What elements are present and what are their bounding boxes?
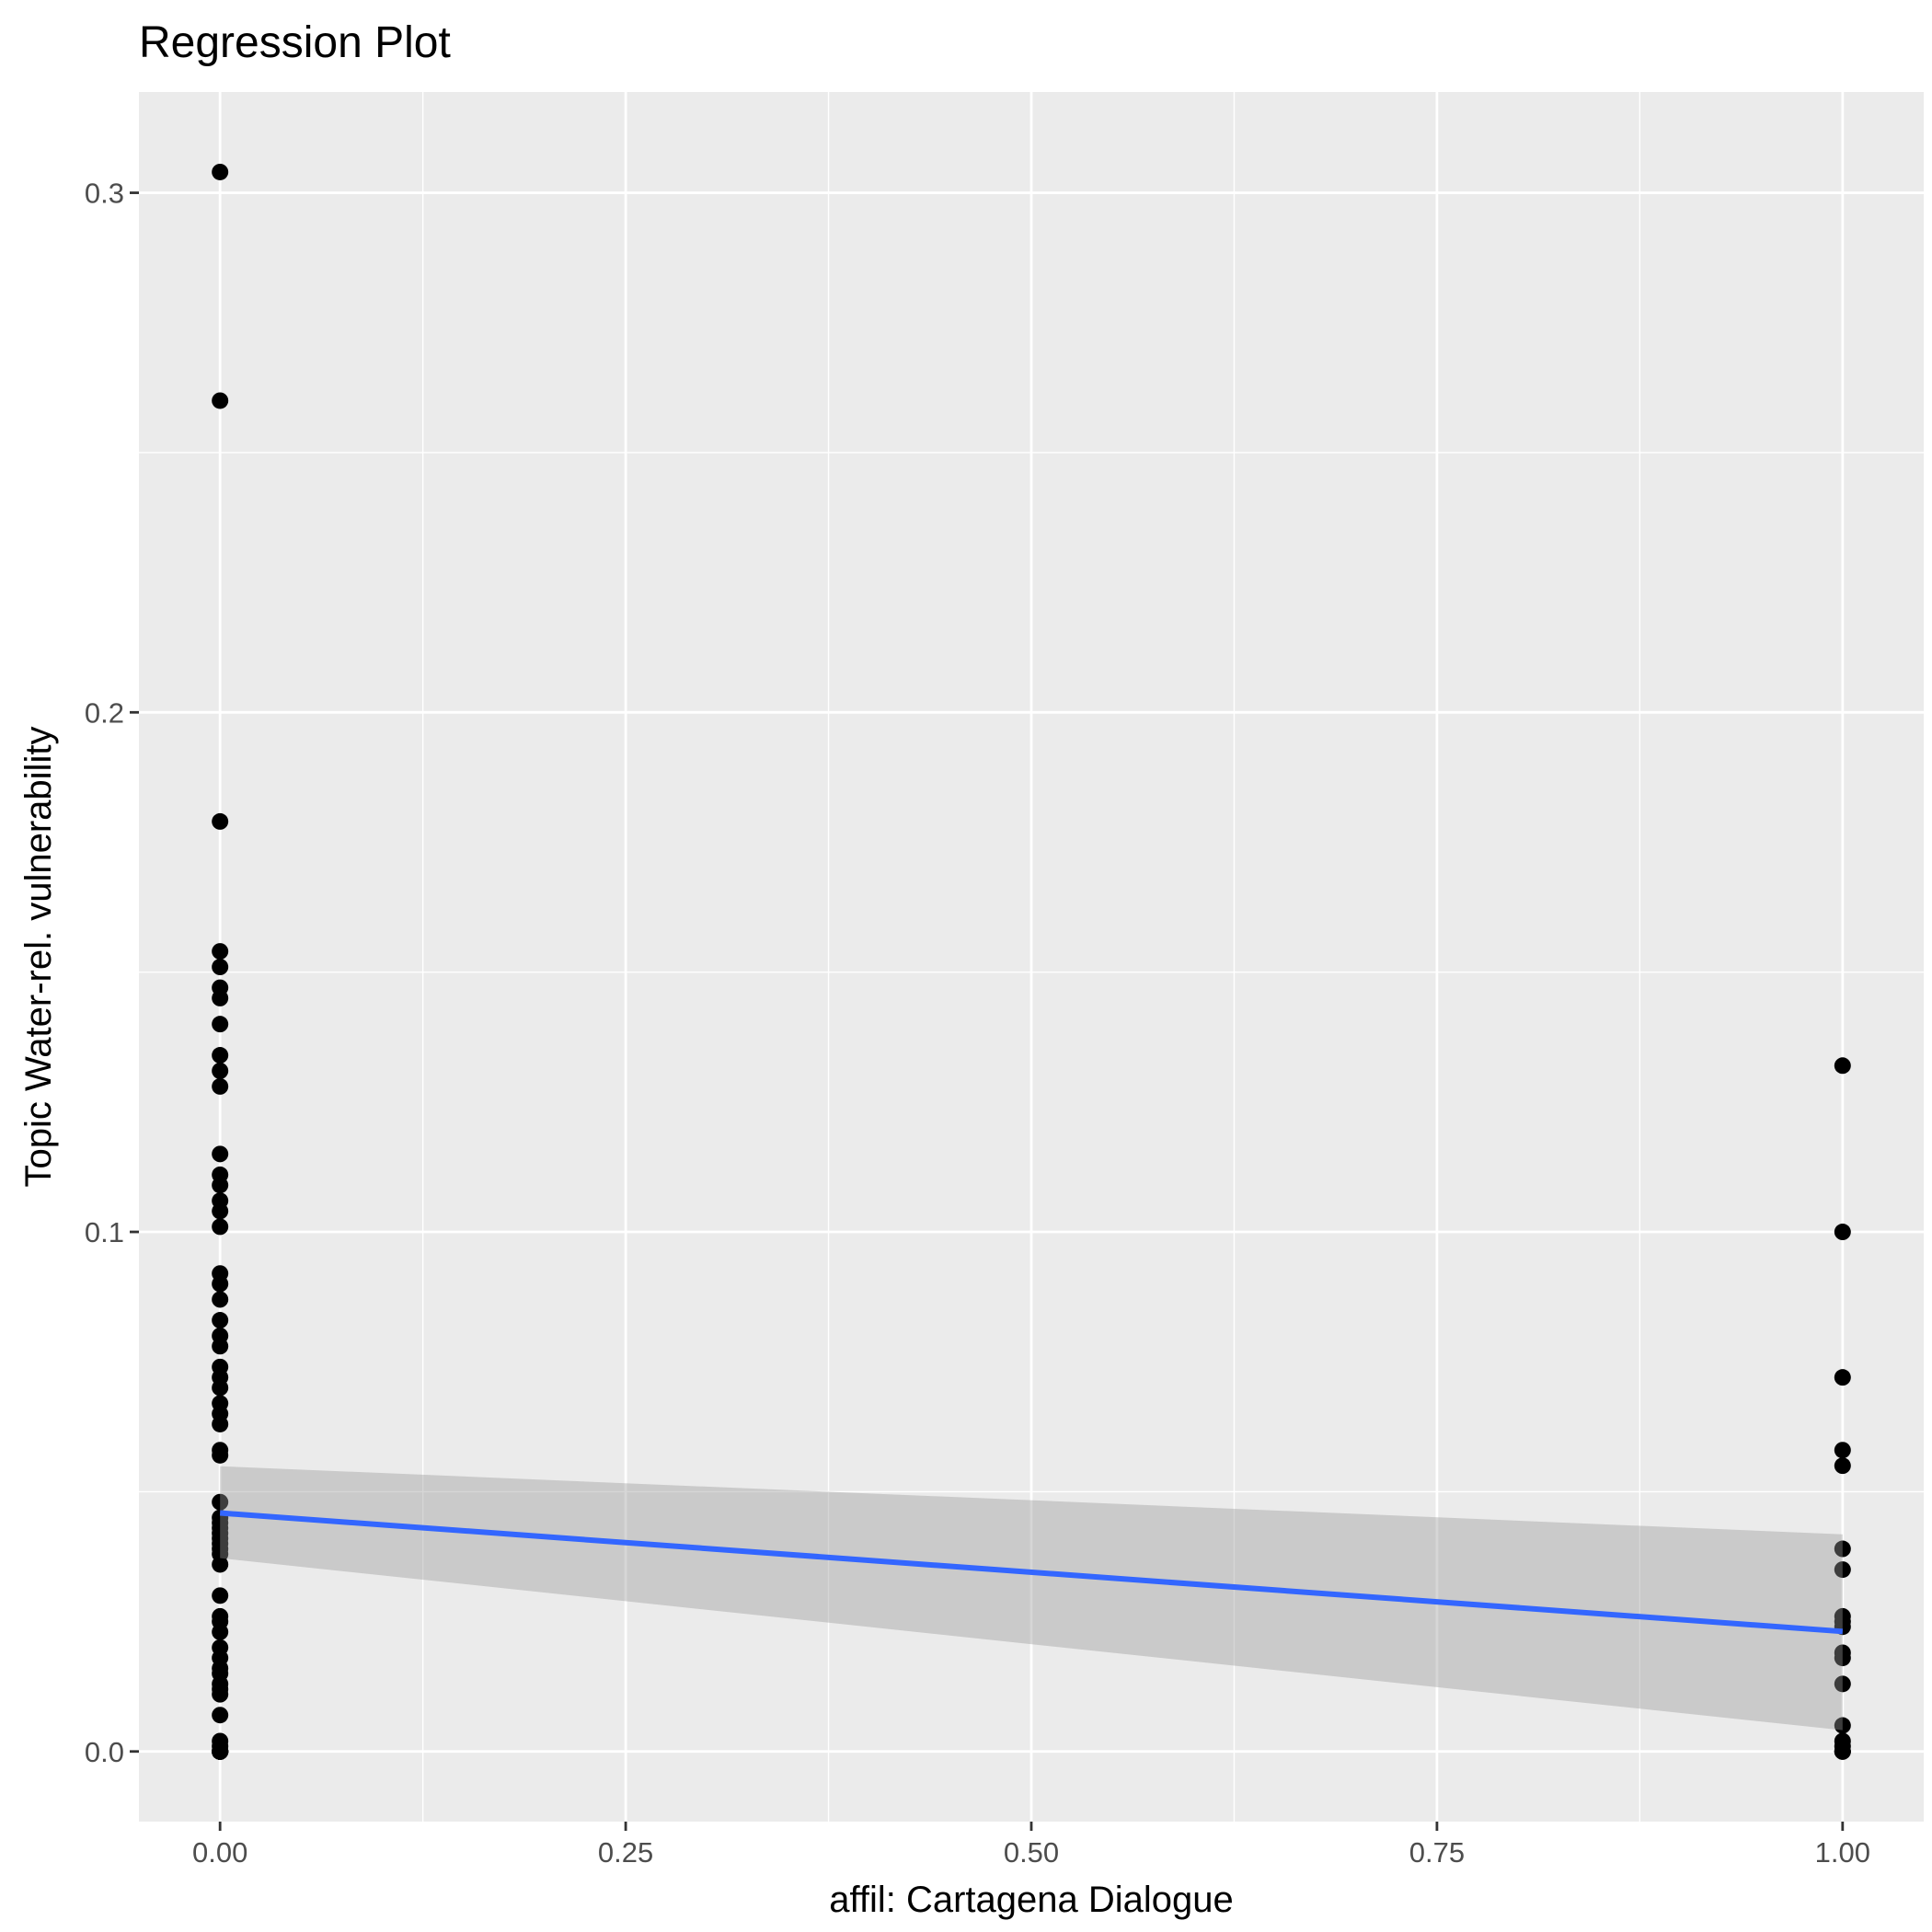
x-axis-title: affil: Cartagena Dialogue xyxy=(829,1880,1234,1920)
data-point xyxy=(1834,1675,1851,1693)
data-point xyxy=(212,1202,229,1220)
data-point xyxy=(1834,1540,1851,1558)
confidence-band xyxy=(220,1466,1843,1731)
data-point xyxy=(212,1062,229,1079)
data-point xyxy=(212,1177,229,1194)
data-point xyxy=(212,943,229,960)
data-point xyxy=(212,163,229,180)
data-point xyxy=(212,1446,229,1464)
fit-line-group xyxy=(219,1510,1844,1635)
x-tick-label: 0.75 xyxy=(1409,1836,1465,1869)
data-point xyxy=(212,1415,229,1432)
data-point xyxy=(212,1077,229,1095)
data-point xyxy=(1834,1369,1851,1386)
y-tick-label: 0.3 xyxy=(85,178,124,210)
data-point xyxy=(212,1493,229,1511)
data-point xyxy=(212,1685,229,1703)
data-point xyxy=(1834,1650,1851,1667)
data-point xyxy=(1834,1561,1851,1579)
y-tick-label: 0.0 xyxy=(85,1736,124,1768)
data-point xyxy=(1834,1442,1851,1459)
data-point xyxy=(212,812,229,830)
data-point xyxy=(1834,1742,1851,1760)
x-tick-label: 0.00 xyxy=(192,1836,247,1869)
data-point xyxy=(212,1218,229,1236)
x-tick-label: 0.25 xyxy=(598,1836,653,1869)
data-point xyxy=(212,1312,229,1329)
y-tick-label: 0.2 xyxy=(85,696,124,729)
data-point xyxy=(212,1587,229,1604)
data-point xyxy=(212,1556,229,1573)
data-point xyxy=(212,1623,229,1640)
confidence-band-group xyxy=(220,1466,1843,1731)
y-axis: 0.0 0.1 0.2 0.3 xyxy=(85,178,139,1768)
data-point xyxy=(1834,1457,1851,1475)
data-point xyxy=(212,392,229,409)
x-tick-label: 1.00 xyxy=(1815,1836,1870,1869)
data-point xyxy=(212,1291,229,1308)
data-point xyxy=(212,959,229,976)
chart-title: Regression Plot xyxy=(139,18,451,67)
data-point xyxy=(212,1338,229,1355)
data-points xyxy=(212,163,1851,1760)
data-point xyxy=(1834,1224,1851,1241)
data-point xyxy=(1834,1717,1851,1734)
data-point xyxy=(212,1016,229,1033)
data-point xyxy=(1834,1057,1851,1075)
y-axis-title: Topic Water-rel. vulnerability xyxy=(18,727,59,1188)
data-point xyxy=(212,1145,229,1163)
data-point xyxy=(212,1047,229,1064)
major-gridlines xyxy=(139,92,1924,1822)
y-tick-label: 0.1 xyxy=(85,1216,124,1248)
data-point xyxy=(212,1379,229,1397)
data-point xyxy=(212,1742,229,1760)
data-point xyxy=(212,989,229,1006)
x-axis: 0.00 0.25 0.50 0.75 1.00 xyxy=(192,1822,1870,1869)
x-tick-label: 0.50 xyxy=(1004,1836,1059,1869)
data-point xyxy=(212,1275,229,1293)
fit-line xyxy=(219,1510,1844,1635)
data-point xyxy=(212,1707,229,1724)
